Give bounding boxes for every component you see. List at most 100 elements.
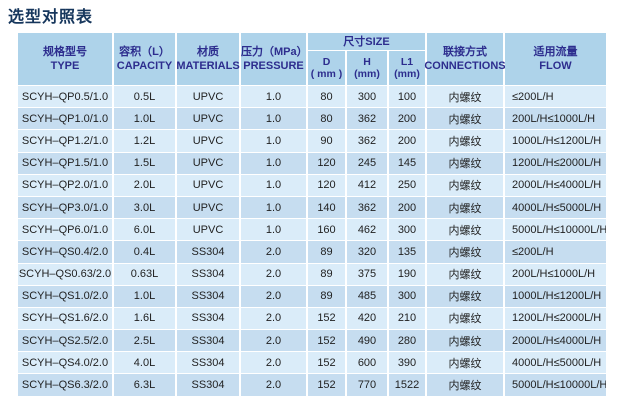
table-row-14-cell-l1: 1522: [389, 374, 425, 396]
table-row-6-cell-materials: UPVC: [177, 196, 239, 219]
table-row-14-cell-materials: SS304: [177, 374, 239, 396]
table-row-5-cell-flow: 2000L/H≤4000L/H: [505, 174, 606, 196]
table-row-2-cell-capacity: 1.0L: [114, 108, 175, 130]
table-row-13-cell-pressure: 2.0: [241, 352, 306, 374]
table-row-11-cell-l1: 210: [389, 307, 425, 330]
table-row-8-cell-pressure: 2.0: [241, 241, 306, 263]
table-row-2-cell-materials: UPVC: [177, 108, 239, 130]
table-row-12-cell-capacity: 2.5L: [114, 330, 175, 352]
table-row-6-cell-connections: 内螺纹: [427, 196, 503, 219]
table-row-8-cell-flow: ≤200L/H: [505, 241, 606, 263]
table-row-1-cell-l1: 100: [389, 86, 425, 108]
table-row-7-cell-flow: 5000L/H≤10000L/H: [505, 219, 606, 241]
table-row-7-cell-capacity: 6.0L: [114, 219, 175, 241]
header-pressure-zh: 压力（MPa）: [241, 46, 308, 58]
header-size-d-symbol: D: [322, 56, 331, 68]
table-row-10-cell-connections: 内螺纹: [427, 285, 503, 307]
table-row-10-cell-pressure: 2.0: [241, 285, 306, 307]
table-row-13-cell-l1: 390: [389, 352, 425, 374]
table-row-2-cell-type: SCYH–QP1.0/1.0: [18, 108, 112, 130]
table-row-9-cell-type: SCYH–QS0.63/2.0: [18, 263, 112, 285]
table-row-5-cell-type: SCYH–QP2.0/1.0: [18, 174, 112, 196]
table-row-9-cell-materials: SS304: [177, 263, 239, 285]
table-row-14-cell-pressure: 2.0: [241, 374, 306, 396]
table-row-5-cell-h: 412: [347, 174, 387, 196]
table-row-1-cell-flow: ≤200L/H: [505, 86, 606, 108]
table-row-1-cell-materials: UPVC: [177, 86, 239, 108]
header-connections-zh: 联接方式: [443, 46, 487, 58]
header-type-en: TYPE: [50, 60, 80, 72]
table-row-3-cell-d: 90: [308, 130, 345, 152]
table-row-5-cell-materials: UPVC: [177, 174, 239, 196]
page-title: 选型对照表: [8, 9, 94, 26]
table-row-7-cell-pressure: 1.0: [241, 219, 306, 241]
table-row-4-cell-type: SCYH–QP1.5/1.0: [18, 152, 112, 174]
table-row-3-cell-pressure: 1.0: [241, 130, 306, 152]
table-row-3-cell-h: 362: [347, 130, 387, 152]
table-row-11-cell-flow: 1200L/H≤2000L/H: [505, 307, 606, 330]
table-row-10-cell-type: SCYH–QS1.0/2.0: [18, 285, 112, 307]
table-row-11-cell-h: 420: [347, 307, 387, 330]
table-row-9-cell-capacity: 0.63L: [114, 263, 175, 285]
table-row-7-cell-connections: 内螺纹: [427, 219, 503, 241]
header-capacity-en: CAPACITY: [116, 60, 173, 72]
table-row-5-cell-pressure: 1.0: [241, 174, 306, 196]
table-row-11-cell-pressure: 2.0: [241, 307, 306, 330]
table-row-4-cell-materials: UPVC: [177, 152, 239, 174]
table-row-13-cell-h: 600: [347, 352, 387, 374]
table-row-9-cell-connections: 内螺纹: [427, 263, 503, 285]
header-materials-zh: 材质: [197, 46, 219, 58]
table-row-11-cell-capacity: 1.6L: [114, 307, 175, 330]
table-row-9-cell-flow: 200L/H≤1000L/H: [505, 263, 606, 285]
table-row-9-cell-l1: 190: [389, 263, 425, 285]
table-row-10-cell-l1: 300: [389, 285, 425, 307]
table-row-11-cell-type: SCYH–QS1.6/2.0: [18, 307, 112, 330]
table-row-12-cell-materials: SS304: [177, 330, 239, 352]
header-size-group: 尺寸SIZE: [308, 33, 425, 50]
header-flow-en: FLOW: [539, 60, 572, 72]
table-row-6-cell-flow: 4000L/H≤5000L/H: [505, 196, 606, 219]
header-type-zh: 规格型号: [43, 46, 87, 58]
table-row-14-cell-flow: 5000L/H≤10000L/H: [505, 374, 606, 396]
table-row-9-cell-pressure: 2.0: [241, 263, 306, 285]
table-row-10-cell-d: 89: [308, 285, 345, 307]
table-row-3-cell-type: SCYH–QP1.2/1.0: [18, 130, 112, 152]
header-pressure-en: PRESSURE: [243, 60, 304, 72]
table-row-8-cell-d: 89: [308, 241, 345, 263]
table-row-14-cell-capacity: 6.3L: [114, 374, 175, 396]
table-row-6-cell-capacity: 3.0L: [114, 196, 175, 219]
table-row-11-cell-materials: SS304: [177, 307, 239, 330]
header-materials: 材质 MATERIALS: [176, 33, 240, 85]
header-size-zh: 尺寸SIZE: [343, 35, 390, 48]
table-row-14-cell-connections: 内螺纹: [427, 374, 503, 396]
header-size-d: D ( mm ): [308, 51, 345, 85]
table-row-14-cell-type: SCYH–QS6.3/2.0: [18, 374, 112, 396]
header-flow-zh: 适用流量: [533, 46, 578, 58]
table-row-2-cell-flow: 200L/H≤1000L/H: [505, 108, 606, 130]
table-row-10-cell-materials: SS304: [177, 285, 239, 307]
header-connections: 联接方式 CONNECTIONS: [424, 33, 506, 85]
table-row-1-cell-pressure: 1.0: [241, 86, 306, 108]
table-row-8-cell-type: SCYH–QS0.4/2.0: [18, 241, 112, 263]
table-row-3-cell-materials: UPVC: [177, 130, 239, 152]
table-row-2-cell-l1: 200: [389, 108, 425, 130]
table-row-12-cell-connections: 内螺纹: [427, 330, 503, 352]
table-row-6-cell-l1: 200: [389, 196, 425, 219]
table-row-2-cell-d: 80: [308, 108, 345, 130]
header-size-l1-symbol: L1: [400, 56, 414, 68]
header-size-l1: L1 (mm): [389, 51, 425, 85]
table-row-7-cell-d: 160: [308, 219, 345, 241]
table-row-2-cell-pressure: 1.0: [241, 108, 306, 130]
table-row-6-cell-h: 362: [347, 196, 387, 219]
table-row-1-cell-h: 300: [347, 86, 387, 108]
table-row-11-cell-connections: 内螺纹: [427, 307, 503, 330]
table-row-3-cell-capacity: 1.2L: [114, 130, 175, 152]
header-connections-en: CONNECTIONS: [424, 60, 506, 72]
table-row-10-cell-capacity: 1.0L: [114, 285, 175, 307]
table-row-11-cell-d: 152: [308, 307, 345, 330]
table-row-2-cell-connections: 内螺纹: [427, 108, 503, 130]
table-row-4-cell-pressure: 1.0: [241, 152, 306, 174]
header-pressure: 压力（MPa） PRESSURE: [241, 33, 308, 85]
table-row-13-cell-connections: 内螺纹: [427, 352, 503, 374]
table-row-8-cell-l1: 135: [389, 241, 425, 263]
